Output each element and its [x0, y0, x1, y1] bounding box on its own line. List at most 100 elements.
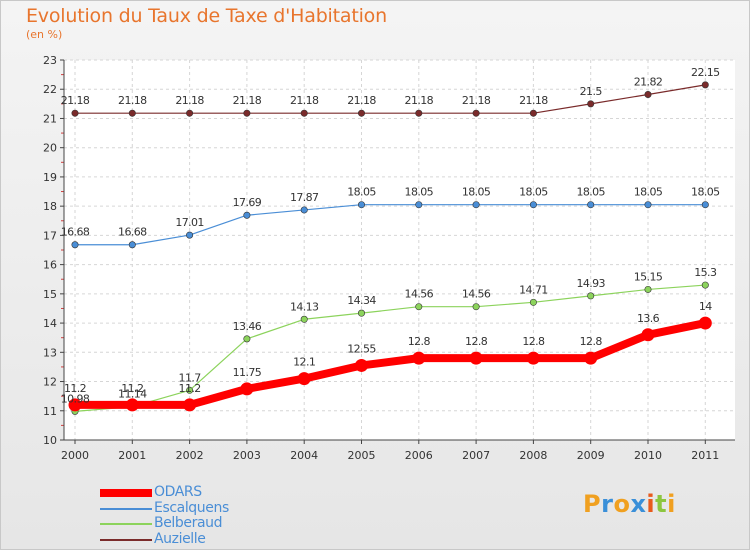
y-tick-label: 18	[43, 200, 57, 213]
data-label-escalquens: 16.68	[118, 226, 147, 239]
logo-letter: r	[601, 490, 614, 518]
data-label-escalquens: 17.87	[290, 191, 319, 204]
legend-swatch	[100, 523, 152, 525]
data-point-odars	[240, 382, 254, 396]
logo-letter: x	[630, 490, 647, 518]
series-line-belberaud	[74, 284, 706, 412]
data-label-auzielle: 21.18	[233, 94, 262, 107]
data-label-odars: 11.2	[121, 382, 143, 395]
x-tick-label: 2002	[176, 449, 204, 462]
data-point-escalquens	[529, 201, 537, 209]
data-label-belberaud: 14.34	[347, 294, 376, 307]
proxiti-logo: Proxiti	[583, 490, 676, 518]
data-point-auzielle	[186, 109, 194, 117]
data-point-belberaud	[243, 335, 251, 343]
series-line-escalquens	[74, 204, 706, 246]
data-point-escalquens	[415, 201, 423, 209]
data-label-odars: 12.55	[347, 342, 376, 355]
y-tick-label: 13	[43, 346, 57, 359]
data-label-escalquens: 18.05	[462, 186, 491, 199]
data-label-auzielle: 21.18	[405, 94, 434, 107]
data-point-belberaud	[415, 303, 423, 311]
chart-title: Evolution du Taux de Taxe d'Habitation	[26, 5, 387, 27]
data-label-auzielle: 21.5	[580, 85, 603, 98]
x-tick-label: 2006	[405, 449, 433, 462]
series-line-odars	[71, 319, 710, 409]
data-point-odars	[698, 316, 712, 330]
data-label-escalquens: 18.05	[634, 186, 663, 199]
data-point-auzielle	[701, 81, 709, 89]
data-point-belberaud	[472, 303, 480, 311]
data-label-belberaud: 14.13	[290, 300, 319, 313]
data-label-escalquens: 17.69	[233, 196, 262, 209]
y-tick-label: 19	[43, 171, 57, 184]
x-tick-label: 2000	[61, 449, 89, 462]
y-tick-label: 23	[43, 54, 57, 67]
data-label-belberaud: 15.15	[634, 270, 663, 283]
data-label-belberaud: 11.7	[179, 371, 202, 384]
legend-swatch	[100, 507, 152, 510]
data-point-belberaud	[701, 281, 709, 289]
data-point-odars	[68, 398, 82, 412]
legend-label: ODARS	[154, 484, 202, 500]
y-tick-label: 14	[43, 317, 57, 330]
data-point-odars	[584, 351, 598, 365]
data-label-auzielle: 21.18	[61, 94, 90, 107]
data-point-belberaud	[186, 386, 194, 394]
data-point-odars	[297, 372, 311, 386]
data-point-auzielle	[472, 109, 480, 117]
data-label-odars: 11.75	[233, 366, 262, 379]
data-point-auzielle	[529, 109, 537, 117]
x-tick-label: 2005	[348, 449, 376, 462]
data-label-escalquens: 16.68	[61, 226, 90, 239]
x-tick-label: 2009	[577, 449, 605, 462]
data-label-odars: 11.2	[64, 382, 86, 395]
data-point-escalquens	[701, 201, 709, 209]
data-label-escalquens: 18.05	[405, 186, 434, 199]
data-label-odars: 12.8	[408, 335, 431, 348]
data-point-auzielle	[128, 109, 136, 117]
data-label-belberaud: 10.98	[61, 392, 90, 405]
data-point-odars	[355, 358, 368, 372]
y-tick-label: 11	[43, 405, 57, 418]
legend-label: Belberaud	[154, 515, 223, 531]
data-label-belberaud: 14.56	[462, 288, 491, 301]
data-label-belberaud: 11.14	[118, 388, 147, 401]
data-point-escalquens	[357, 201, 365, 209]
data-point-auzielle	[300, 109, 308, 117]
data-point-odars	[526, 351, 540, 365]
data-label-odars: 12.8	[580, 335, 603, 348]
data-label-odars: 11.2	[179, 382, 201, 395]
y-tick-label: 10	[43, 434, 57, 447]
data-point-odars	[469, 351, 483, 365]
data-point-odars	[412, 351, 426, 365]
y-tick-label: 12	[43, 376, 57, 389]
legend-label: Escalquens	[154, 499, 229, 516]
x-tick-label: 2010	[634, 449, 662, 462]
series-line-auzielle	[74, 84, 706, 114]
x-tick-label: 2003	[233, 449, 261, 462]
data-point-odars	[183, 398, 197, 412]
x-tick-label: 2001	[118, 449, 146, 462]
legend-label: Auzielle	[154, 530, 206, 547]
logo-letter: t	[655, 490, 668, 518]
data-label-odars: 13.6	[637, 312, 660, 325]
data-label-belberaud: 14.56	[405, 288, 434, 301]
data-point-odars	[641, 328, 655, 342]
data-point-auzielle	[587, 100, 595, 108]
y-tick-label: 22	[43, 83, 57, 96]
logo-letter: i	[667, 490, 676, 518]
data-point-escalquens	[644, 201, 652, 209]
data-label-odars: 12.8	[465, 335, 488, 348]
data-label-escalquens: 18.05	[519, 186, 548, 199]
data-point-escalquens	[128, 241, 136, 249]
x-tick-label: 2008	[519, 449, 547, 462]
y-tick-label: 20	[43, 142, 57, 155]
data-label-auzielle: 21.82	[634, 75, 663, 88]
data-label-belberaud: 14.93	[576, 277, 605, 290]
data-label-auzielle: 21.18	[290, 94, 319, 107]
data-label-escalquens: 17.01	[175, 216, 204, 229]
plot-area	[64, 60, 735, 440]
data-point-belberaud	[357, 309, 365, 317]
